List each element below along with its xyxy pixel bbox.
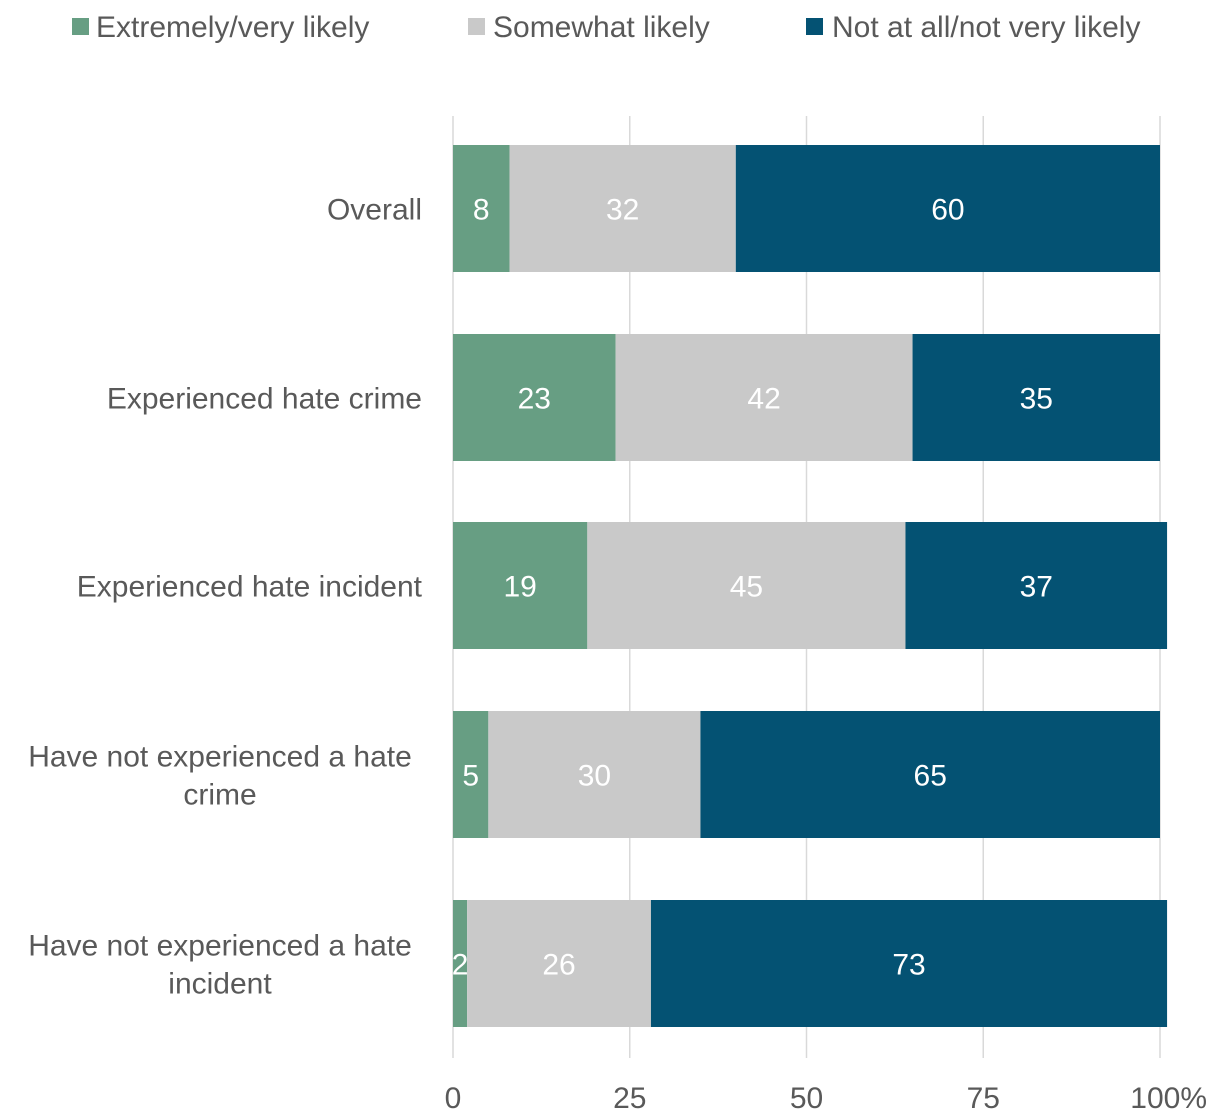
x-tick-label-50: 50 [790,1082,823,1113]
x-tick-label-75: 75 [967,1082,1000,1113]
bar-segment-4-1 [453,711,489,838]
data-label-2-3: 35 [1020,383,1053,416]
legend-swatch-1 [72,18,89,35]
category-label-3-line-1: Experienced hate incident [77,571,423,604]
legend-label-2: Somewhat likely [493,11,710,44]
data-label-4-3: 65 [914,760,947,793]
data-label-2-2: 42 [747,383,780,416]
category-labels: Overall Experienced hate crime Experienced… [28,194,422,1001]
bar-segment-5-3 [650,900,1168,1027]
category-label-5-line-2: incident [168,968,272,1001]
legend-swatch-3 [806,18,823,35]
category-label-1-line-1: Overall [327,194,422,227]
legend-label-1: Extremely/very likely [96,11,369,44]
data-label-1-1: 8 [473,194,490,227]
legend-swatch-2 [468,18,485,35]
data-label-4-1: 5 [462,760,479,793]
data-label-5-2: 26 [542,949,575,982]
bar-segment-2-1 [453,334,616,461]
data-label-3-1: 19 [503,571,536,604]
data-labels: 8 32 60 23 42 35 19 45 37 5 30 65 2 26 73 [452,194,1053,982]
bar-segment-3-2 [587,522,906,649]
bar-segment-5-2 [467,900,651,1027]
data-label-3-2: 45 [730,571,763,604]
bar-segment-1-1 [453,145,510,272]
data-label-2-1: 23 [518,383,551,416]
data-label-4-2: 30 [578,760,611,793]
bar-segment-1-2 [509,145,736,272]
x-axis-ticks: 0 25 50 75 100% [445,1082,1207,1115]
data-label-1-2: 32 [606,194,639,227]
bar-segment-2-3 [912,334,1160,461]
data-label-5-3: 73 [892,949,925,982]
bar-segment-4-3 [700,711,1160,838]
bars [453,145,1168,1027]
legend: Extremely/very likely Somewhat likely Not … [72,11,1140,44]
category-label-4-line-2: crime [183,779,256,812]
category-label-2-line-1: Experienced hate crime [107,383,422,416]
bar-segment-2-2 [615,334,913,461]
x-tick-label-0: 0 [445,1082,462,1113]
bar-segment-5-1 [453,900,468,1027]
x-tick-label-25: 25 [613,1082,646,1113]
data-label-5-1: 2 [452,949,469,982]
legend-label-3: Not at all/not very likely [832,11,1140,44]
x-tick-label-100: 100% [1130,1082,1207,1113]
bar-segment-3-1 [453,522,588,649]
category-label-4-line-1: Have not experienced a hate [28,741,412,774]
bar-segment-4-2 [488,711,701,838]
data-label-1-3: 60 [931,194,964,227]
category-label-5-line-1: Have not experienced a hate [28,930,412,963]
bar-segment-3-3 [905,522,1168,649]
data-label-3-3: 37 [1020,571,1053,604]
bar-segment-1-3 [735,145,1160,272]
